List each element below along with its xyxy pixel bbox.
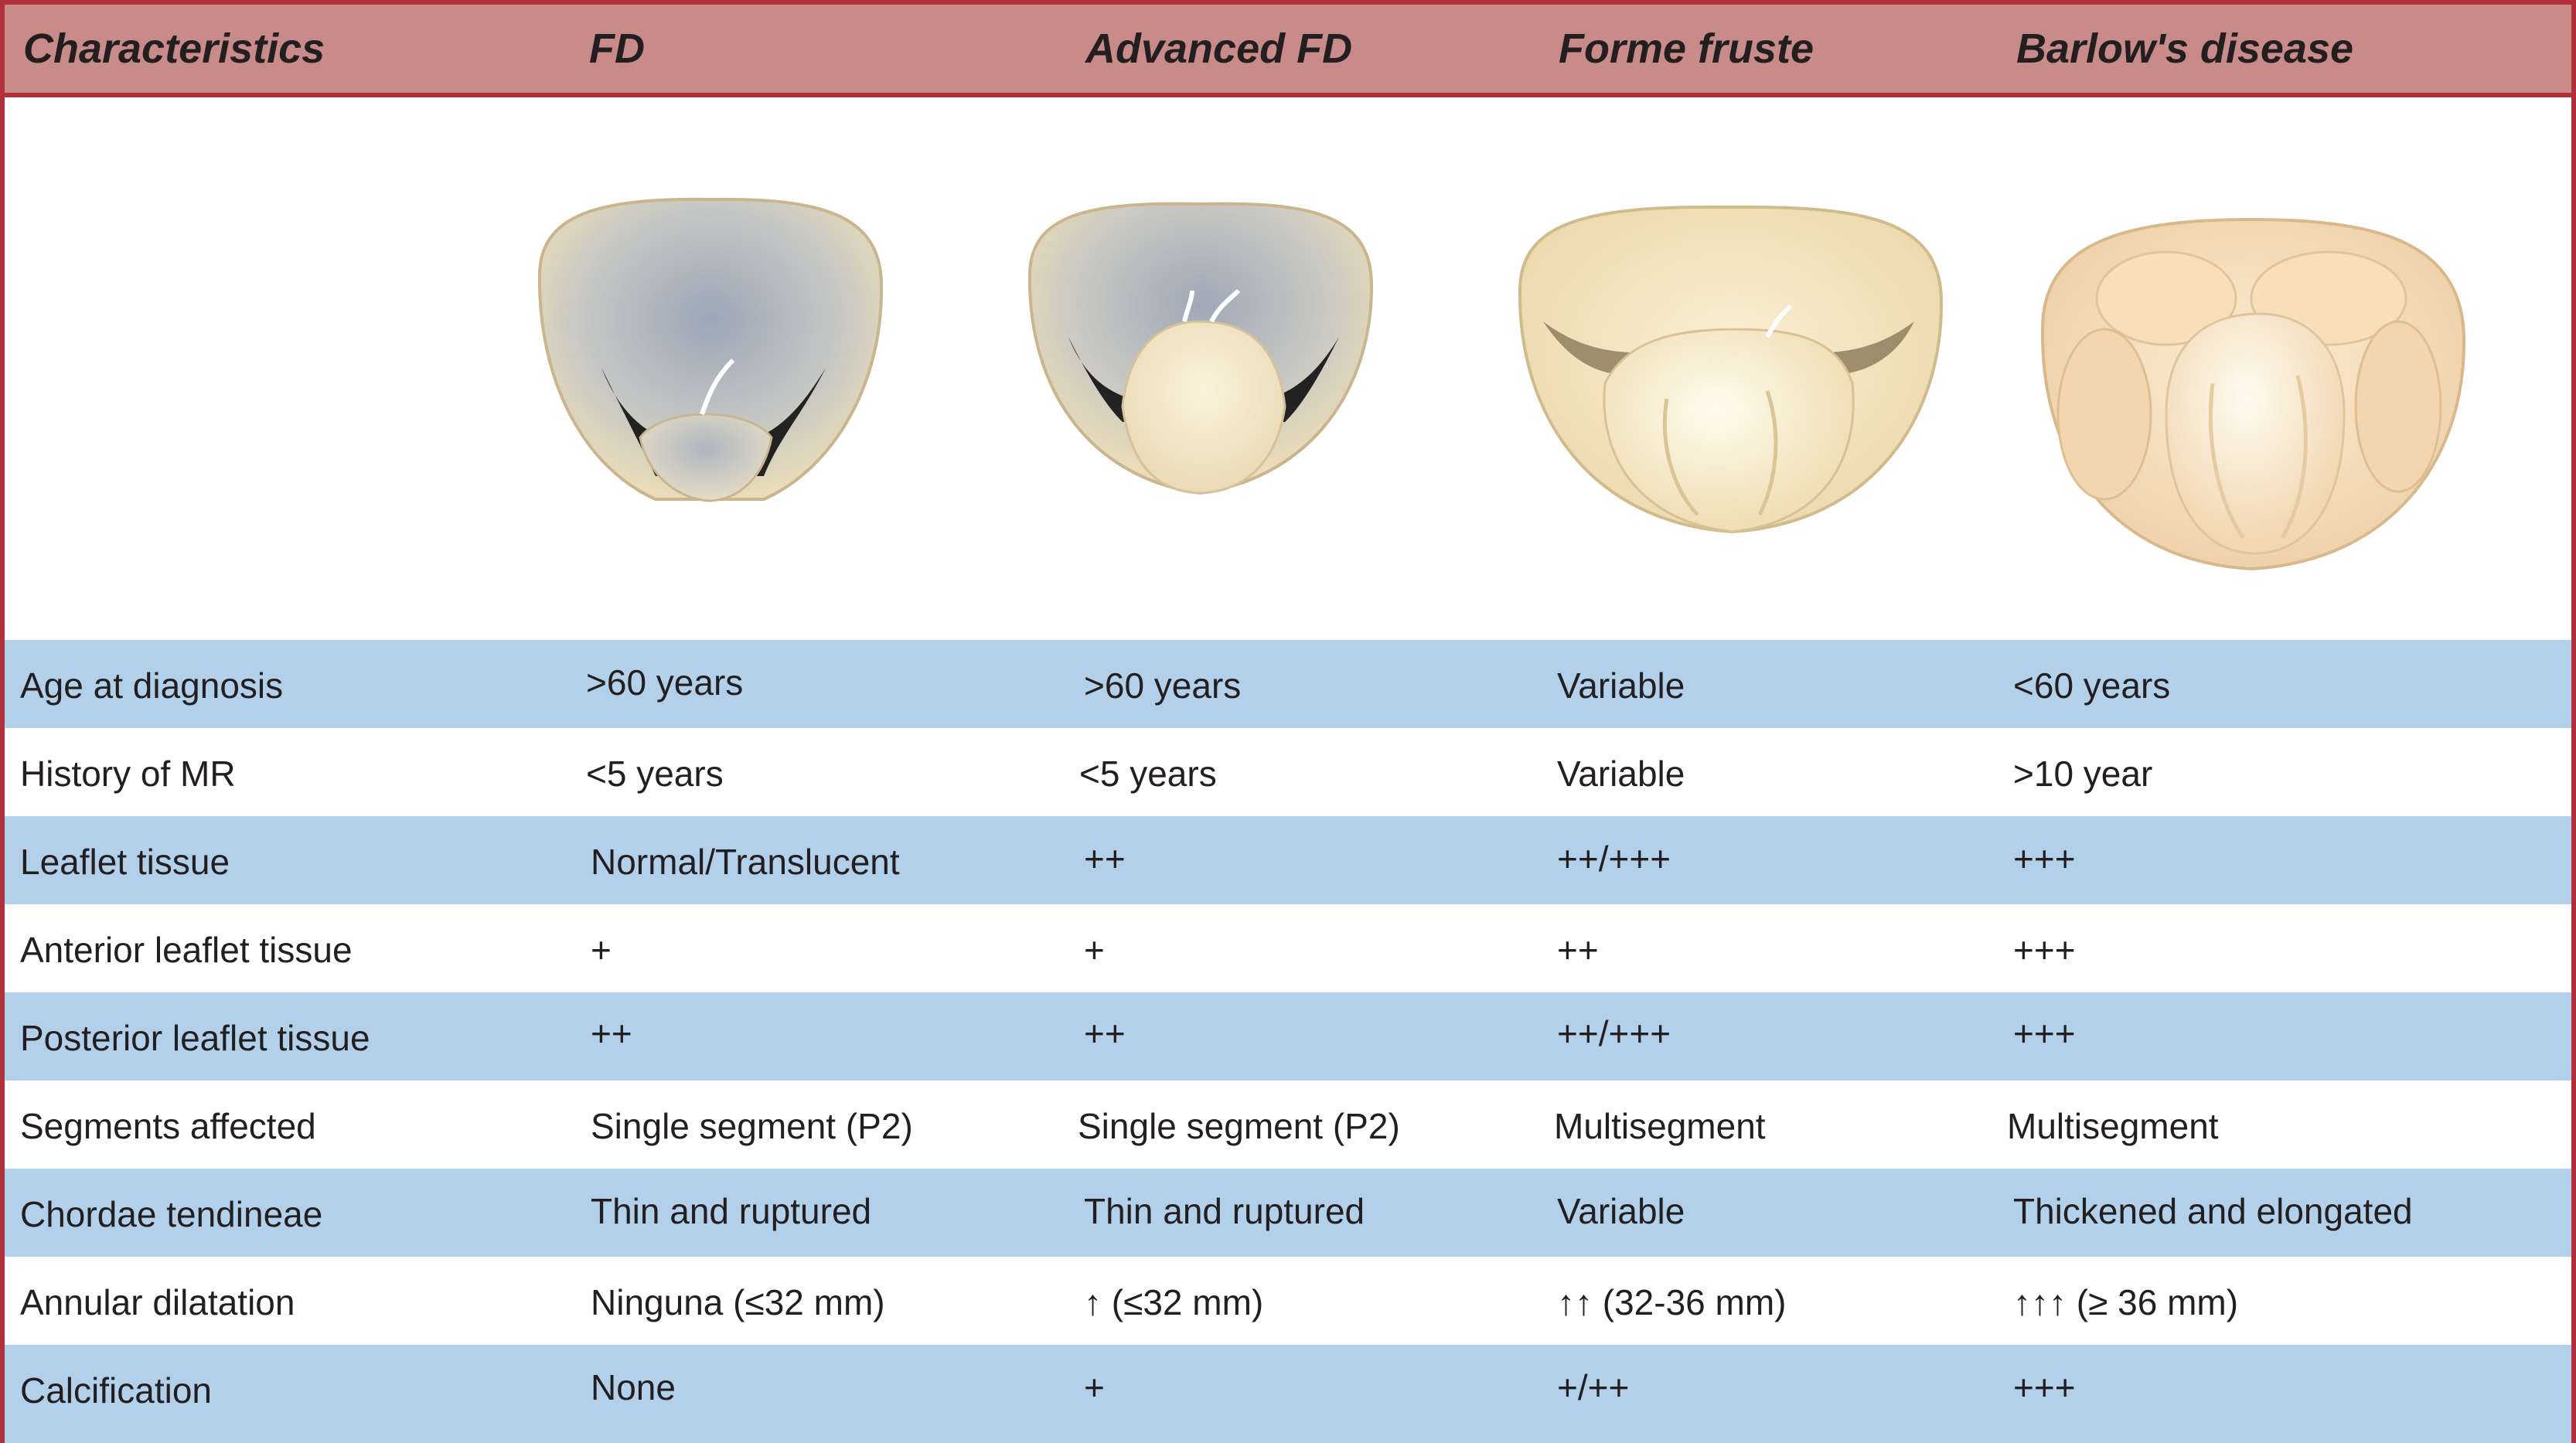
header-fd: FD (589, 26, 645, 72)
mitral-valve-forme-fruste-illustration (1518, 205, 1944, 534)
cell-fd: Ninguna (≤32 mm) (591, 1282, 885, 1322)
cell-fd: >60 years (586, 662, 744, 703)
table-row-annular-dilatation: Annular dilatation Ninguna (≤32 mm) ↑ (≤… (5, 1257, 2571, 1345)
row-label: Age at diagnosis (20, 665, 284, 706)
mitral-valve-barlows-disease-illustration (2040, 217, 2466, 571)
cell-advanced-fd: ++ (1084, 839, 1126, 879)
row-label: Posterior leaflet tissue (20, 1018, 370, 1058)
cell-advanced-fd: + (1084, 930, 1105, 970)
header-forme-fruste: Forme fruste (1559, 26, 1814, 72)
cell-advanced-fd: + (1084, 1367, 1105, 1407)
cell-barlows: +++ (2013, 839, 2076, 879)
cell-forme-fruste: Multisegment (1554, 1106, 1766, 1146)
table-row-posterior-leaflet-tissue: Posterior leaflet tissue ++ ++ ++/+++ ++… (5, 992, 2571, 1081)
cell-forme-fruste: Variable (1557, 1191, 1685, 1231)
table-row-anterior-leaflet-tissue: Anterior leaflet tissue + + ++ +++ (5, 904, 2571, 992)
cell-advanced-fd: Thin and ruptured (1084, 1191, 1365, 1231)
cell-barlows: >10 year (2013, 754, 2153, 794)
table-row-segments-affected: Segments affected Single segment (P2) Si… (5, 1081, 2571, 1169)
cell-fd: Normal/Translucent (591, 842, 900, 882)
cell-forme-fruste: ++/+++ (1557, 839, 1671, 879)
header-advanced-fd: Advanced FD (1085, 26, 1353, 72)
cell-fd: Thin and ruptured (591, 1191, 872, 1231)
cell-barlows: +++ (2013, 930, 2076, 970)
cell-advanced-fd: Single segment (P2) (1078, 1106, 1400, 1146)
cell-advanced-fd: >60 years (1084, 665, 1242, 706)
cell-forme-fruste: ++/+++ (1557, 1013, 1671, 1053)
cell-barlows: Multisegment (2007, 1106, 2219, 1146)
row-label: Annular dilatation (20, 1282, 295, 1322)
mitral-valve-fd-illustration (537, 197, 884, 502)
illustration-row (5, 97, 2571, 640)
table-header-row: Characteristics FD Advanced FD Forme fru… (5, 5, 2571, 97)
cell-barlows: +++ (2013, 1367, 2076, 1407)
table-row-leaflet-tissue: Leaflet tissue Normal/Translucent ++ ++/… (5, 816, 2571, 904)
row-label: History of MR (20, 754, 236, 794)
cell-forme-fruste: ↑↑ (32-36 mm) (1557, 1282, 1787, 1322)
cell-advanced-fd: ↑ (≤32 mm) (1084, 1282, 1264, 1322)
table-row-history-of-mr: History of MR <5 years <5 years Variable… (5, 728, 2571, 816)
mitral-valve-advanced-fd-illustration (1027, 202, 1374, 495)
header-characteristics: Characteristics (23, 26, 325, 72)
cell-fd: None (591, 1367, 676, 1407)
table-row-chordae-tendineae: Chordae tendineae Thin and ruptured Thin… (5, 1169, 2571, 1257)
cell-forme-fruste: ++ (1557, 930, 1599, 970)
table-row-age-at-diagnosis: Age at diagnosis >60 years >60 years Var… (5, 640, 2571, 728)
cell-fd: + (591, 930, 612, 970)
cell-forme-fruste: +/++ (1557, 1367, 1630, 1407)
cell-fd: Single segment (P2) (591, 1106, 913, 1146)
cell-advanced-fd: <5 years (1079, 754, 1217, 794)
row-label: Leaflet tissue (20, 842, 230, 882)
cell-barlows: +++ (2013, 1013, 2076, 1053)
table-row-calcification: Calcification None + +/++ +++ (5, 1345, 2571, 1443)
row-label: Segments affected (20, 1106, 316, 1146)
row-label: Chordae tendineae (20, 1194, 323, 1234)
header-barlows-disease: Barlow's disease (2016, 26, 2354, 72)
cell-forme-fruste: Variable (1557, 665, 1685, 706)
cell-fd: ++ (591, 1013, 632, 1053)
row-label: Anterior leaflet tissue (20, 930, 353, 970)
cell-barlows: ↑↑↑ (≥ 36 mm) (2013, 1282, 2239, 1322)
cell-barlows: Thickened and elongated (2013, 1191, 2413, 1231)
row-label: Calcification (20, 1370, 212, 1411)
cell-advanced-fd: ++ (1084, 1013, 1126, 1053)
cell-barlows: <60 years (2013, 665, 2171, 706)
cell-fd: <5 years (586, 754, 724, 794)
cell-forme-fruste: Variable (1557, 754, 1685, 794)
